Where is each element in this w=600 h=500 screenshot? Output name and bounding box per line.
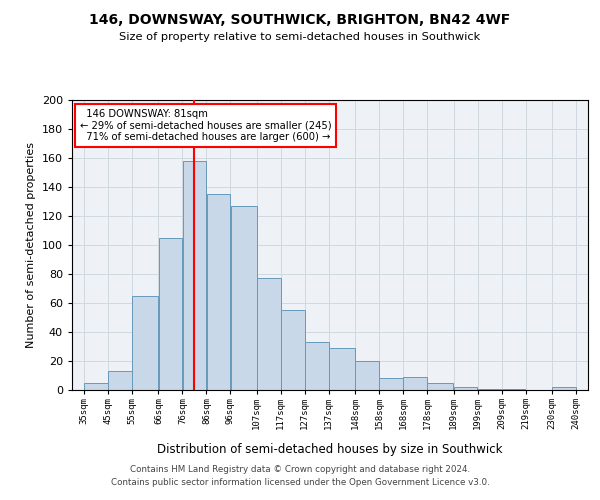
Text: 146 DOWNSWAY: 81sqm
← 29% of semi-detached houses are smaller (245)
  71% of sem: 146 DOWNSWAY: 81sqm ← 29% of semi-detach… [80, 108, 331, 142]
Bar [132, 296, 158, 390]
Bar [206, 194, 230, 390]
Text: Contains public sector information licensed under the Open Government Licence v3: Contains public sector information licen… [110, 478, 490, 487]
Bar [158, 238, 182, 390]
Bar [454, 387, 478, 390]
Bar [478, 388, 502, 390]
Bar [84, 383, 108, 390]
Text: Size of property relative to semi-detached houses in Southwick: Size of property relative to semi-detach… [119, 32, 481, 42]
Bar [230, 206, 257, 390]
Bar [305, 342, 329, 390]
Bar [403, 377, 427, 390]
Bar [355, 361, 379, 390]
Bar [427, 383, 454, 390]
Bar [502, 388, 526, 390]
Text: 146, DOWNSWAY, SOUTHWICK, BRIGHTON, BN42 4WF: 146, DOWNSWAY, SOUTHWICK, BRIGHTON, BN42… [89, 12, 511, 26]
Y-axis label: Number of semi-detached properties: Number of semi-detached properties [26, 142, 36, 348]
Bar [329, 348, 355, 390]
Text: Distribution of semi-detached houses by size in Southwick: Distribution of semi-detached houses by … [157, 442, 503, 456]
Bar [379, 378, 403, 390]
Bar [257, 278, 281, 390]
Bar [182, 161, 206, 390]
Bar [552, 387, 576, 390]
Text: Contains HM Land Registry data © Crown copyright and database right 2024.: Contains HM Land Registry data © Crown c… [130, 466, 470, 474]
Bar [281, 310, 305, 390]
Bar [108, 371, 132, 390]
